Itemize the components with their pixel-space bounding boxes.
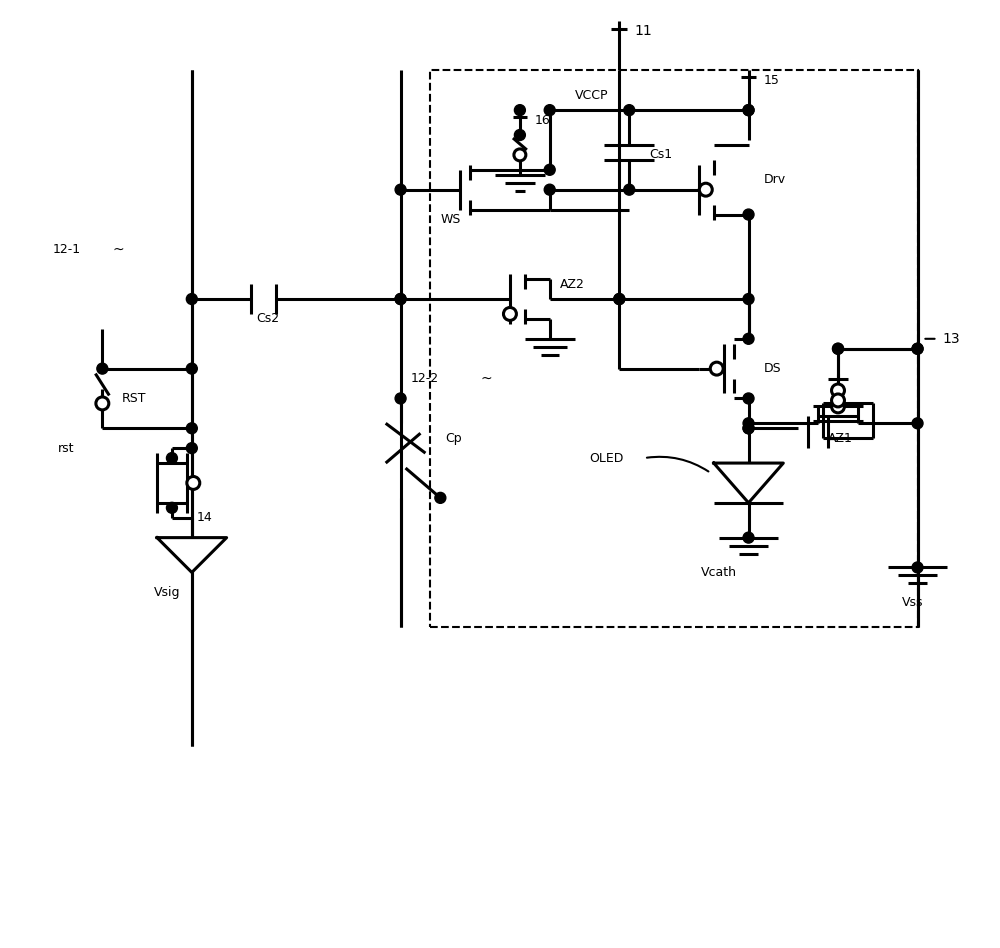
Circle shape bbox=[912, 343, 923, 355]
Circle shape bbox=[395, 393, 406, 404]
Circle shape bbox=[514, 130, 525, 140]
Circle shape bbox=[743, 334, 754, 344]
Polygon shape bbox=[157, 538, 227, 573]
Text: Cs1: Cs1 bbox=[649, 149, 672, 161]
Circle shape bbox=[186, 363, 197, 374]
Text: RST: RST bbox=[122, 392, 147, 405]
Circle shape bbox=[395, 294, 406, 304]
Circle shape bbox=[743, 210, 754, 220]
Circle shape bbox=[743, 532, 754, 543]
Text: AZ2: AZ2 bbox=[560, 278, 585, 291]
Text: 12-2: 12-2 bbox=[411, 372, 439, 385]
Circle shape bbox=[395, 294, 406, 304]
Circle shape bbox=[833, 343, 843, 355]
Circle shape bbox=[166, 452, 177, 464]
Text: 11: 11 bbox=[634, 24, 652, 38]
Circle shape bbox=[544, 104, 555, 116]
Circle shape bbox=[614, 294, 625, 304]
Text: Cs2: Cs2 bbox=[256, 313, 280, 325]
Circle shape bbox=[435, 492, 446, 503]
Circle shape bbox=[624, 104, 635, 116]
Text: Drv: Drv bbox=[763, 173, 786, 186]
Circle shape bbox=[614, 294, 625, 304]
Text: ~: ~ bbox=[480, 372, 492, 386]
Circle shape bbox=[832, 394, 844, 407]
Circle shape bbox=[97, 363, 108, 374]
Circle shape bbox=[186, 443, 197, 454]
Text: 13: 13 bbox=[942, 332, 960, 346]
Text: Vsig: Vsig bbox=[154, 586, 180, 599]
Circle shape bbox=[395, 184, 406, 195]
Text: Vcath: Vcath bbox=[701, 566, 737, 579]
Circle shape bbox=[832, 384, 844, 397]
Circle shape bbox=[514, 104, 525, 116]
Text: WS: WS bbox=[440, 213, 461, 226]
Text: DS: DS bbox=[763, 362, 781, 375]
Circle shape bbox=[912, 562, 923, 573]
Text: ~: ~ bbox=[112, 243, 124, 256]
Circle shape bbox=[743, 418, 754, 428]
Text: Vss: Vss bbox=[902, 595, 923, 609]
Text: VCCP: VCCP bbox=[575, 89, 608, 101]
Circle shape bbox=[912, 343, 923, 355]
Circle shape bbox=[503, 307, 516, 320]
Circle shape bbox=[186, 294, 197, 304]
Text: rst: rst bbox=[58, 442, 74, 455]
Text: OLED: OLED bbox=[589, 451, 624, 465]
Circle shape bbox=[699, 183, 712, 196]
Circle shape bbox=[624, 184, 635, 195]
Circle shape bbox=[186, 423, 197, 434]
Circle shape bbox=[833, 343, 843, 355]
Text: 12-1: 12-1 bbox=[53, 243, 81, 256]
Circle shape bbox=[912, 418, 923, 428]
Circle shape bbox=[832, 400, 844, 413]
Text: 15: 15 bbox=[763, 74, 779, 87]
Circle shape bbox=[743, 423, 754, 434]
Circle shape bbox=[743, 393, 754, 404]
Circle shape bbox=[96, 397, 109, 410]
Circle shape bbox=[743, 104, 754, 116]
Polygon shape bbox=[714, 463, 783, 502]
Circle shape bbox=[544, 184, 555, 195]
Circle shape bbox=[187, 477, 200, 489]
Circle shape bbox=[743, 423, 754, 434]
Circle shape bbox=[514, 149, 526, 161]
Circle shape bbox=[544, 164, 555, 175]
Text: Cp: Cp bbox=[445, 431, 462, 445]
Text: AZ1: AZ1 bbox=[828, 431, 853, 445]
Circle shape bbox=[710, 362, 723, 375]
Circle shape bbox=[743, 104, 754, 116]
Text: 16: 16 bbox=[535, 114, 551, 127]
Text: 14: 14 bbox=[197, 511, 213, 524]
Circle shape bbox=[743, 294, 754, 304]
Circle shape bbox=[166, 502, 177, 513]
